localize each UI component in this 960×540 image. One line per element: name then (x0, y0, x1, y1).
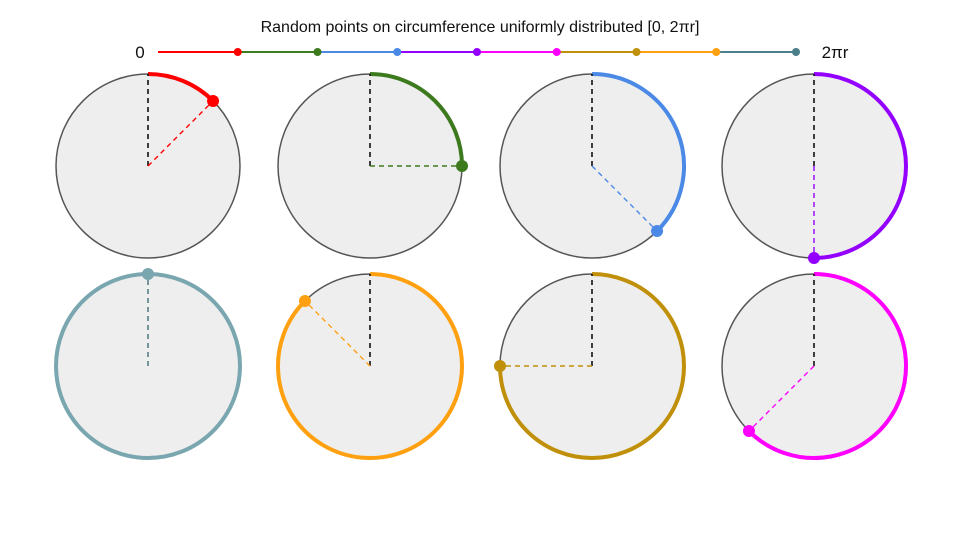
arc-length (498, 272, 686, 460)
diagram-title: Random points on circumference uniformly… (261, 19, 700, 36)
random-point (207, 94, 220, 107)
random-point (651, 225, 664, 238)
circle-figure-4 (721, 72, 908, 264)
circle-figure-1 (55, 72, 241, 259)
scale-marker-1 (233, 48, 242, 56)
random-point (808, 252, 820, 264)
circle-figure-3 (499, 72, 686, 259)
scale-start-label: 0 (135, 43, 144, 62)
point-radius (748, 365, 815, 432)
circumference-scale-bar: 0 2πr (135, 43, 848, 62)
scale-marker-6 (632, 48, 641, 56)
scale-marker-3 (393, 48, 402, 56)
circles-grid (54, 72, 908, 460)
random-point (456, 160, 468, 172)
arc-length (276, 272, 464, 460)
arc-length (747, 272, 908, 460)
arc-length (369, 72, 464, 167)
random-point (742, 425, 755, 438)
point-radius (147, 100, 214, 167)
random-point (298, 294, 311, 307)
circle-figure-8 (721, 272, 908, 460)
scale-marker-2 (313, 48, 322, 56)
scale-marker-8 (792, 48, 800, 56)
scale-marker-4 (473, 48, 481, 56)
scale-marker-5 (552, 48, 561, 56)
arc-length (813, 72, 908, 260)
circle-figure-2 (277, 72, 468, 259)
circle-figure-7 (494, 272, 686, 460)
scale-marker-7 (712, 48, 721, 56)
random-point (494, 360, 506, 372)
circle-figure-5 (54, 268, 242, 460)
arc-length (147, 72, 215, 103)
point-radius (304, 300, 371, 367)
random-point (142, 268, 154, 280)
scale-end-label: 2πr (822, 43, 849, 62)
circle-figure-6 (276, 272, 464, 460)
arc-length (591, 72, 686, 233)
point-radius (591, 165, 658, 232)
